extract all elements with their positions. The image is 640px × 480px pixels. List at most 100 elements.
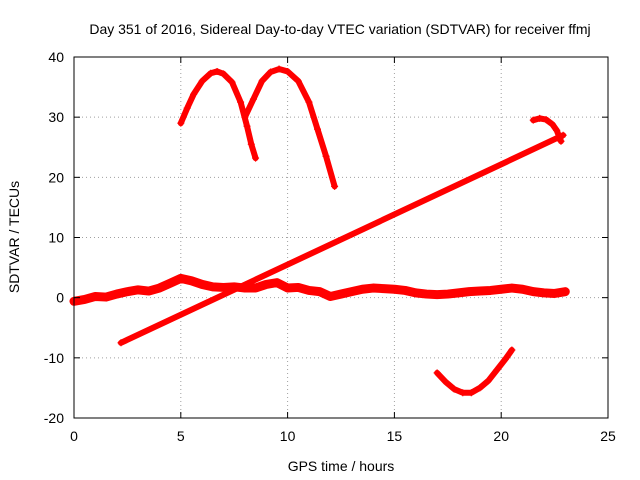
data-point: [220, 70, 228, 78]
data-point: [220, 283, 228, 291]
data-point: [548, 120, 556, 128]
y-tick-label: -10: [44, 350, 64, 366]
data-point: [117, 339, 125, 347]
data-point: [422, 290, 430, 298]
axis-ticks: 0 5 10 15 20 25 -20 -10 0 10 20 30 40: [44, 49, 616, 444]
data-point: [331, 182, 339, 190]
data-point: [501, 355, 509, 363]
data-point: [314, 125, 322, 133]
data-point: [450, 385, 458, 393]
series-arc-c: [433, 346, 516, 397]
data-point: [113, 290, 121, 298]
data-point: [305, 98, 313, 106]
data-point: [243, 122, 251, 130]
data-point: [316, 288, 324, 296]
y-tick-label: 40: [48, 49, 64, 65]
chart-title: Day 351 of 2016, Sidereal Day-to-day VTE…: [89, 21, 590, 37]
gridlines: [74, 57, 608, 418]
data-point: [284, 284, 292, 292]
data-point: [529, 116, 537, 124]
x-tick-label: 5: [177, 428, 185, 444]
data-point: [508, 284, 516, 292]
data-points: [69, 65, 570, 397]
data-point: [380, 285, 388, 293]
data-point: [326, 292, 334, 300]
data-point: [476, 287, 484, 295]
data-point: [183, 104, 191, 112]
x-axis-title: GPS time / hours: [288, 458, 395, 474]
data-point: [166, 279, 174, 287]
data-point: [433, 291, 441, 299]
series-trace: [177, 68, 259, 162]
x-tick-label: 15: [387, 428, 403, 444]
data-point: [228, 78, 236, 86]
data-point: [209, 283, 217, 291]
data-point: [542, 116, 550, 124]
y-tick-label: 20: [48, 169, 64, 185]
data-point: [262, 280, 270, 288]
data-point: [551, 289, 559, 297]
data-point: [177, 119, 185, 127]
x-tick-label: 20: [493, 428, 509, 444]
data-point: [433, 369, 441, 377]
series-trace: [117, 132, 567, 346]
data-point: [465, 288, 473, 296]
data-point: [442, 378, 450, 386]
data-point: [467, 389, 475, 397]
data-point: [273, 279, 281, 287]
series-trace: [434, 347, 515, 396]
series-isolated: [117, 131, 567, 347]
data-point: [123, 288, 131, 296]
data-point: [252, 284, 260, 292]
data-point: [252, 154, 260, 162]
data-point: [155, 284, 163, 292]
data-point: [529, 288, 537, 296]
data-point: [487, 286, 495, 294]
data-point: [553, 126, 561, 134]
series-trace: [241, 66, 338, 190]
data-point: [497, 285, 505, 293]
y-tick-label: -20: [44, 410, 64, 426]
data-point: [249, 95, 257, 103]
data-point: [390, 285, 398, 293]
y-axis-title: SDTVAR / TECUs: [6, 181, 22, 293]
data-point: [237, 98, 245, 106]
data-point: [198, 77, 206, 85]
data-point: [536, 114, 544, 122]
data-point: [294, 283, 302, 291]
x-tick-label: 25: [600, 428, 616, 444]
data-point: [444, 290, 452, 298]
series-arc-b: [241, 65, 339, 190]
data-point: [337, 290, 345, 298]
data-point: [275, 65, 283, 73]
data-point: [358, 285, 366, 293]
y-tick-label: 30: [48, 109, 64, 125]
data-point: [476, 384, 484, 392]
data-point: [540, 289, 548, 297]
series-arc-a: [177, 67, 260, 162]
data-point: [305, 286, 313, 294]
data-point: [401, 286, 409, 294]
series-arc-d: [529, 114, 565, 145]
y-tick-label: 0: [56, 290, 64, 306]
data-point: [284, 67, 292, 75]
data-point: [91, 292, 99, 300]
series-baseline: [69, 273, 570, 306]
data-point: [207, 69, 215, 77]
data-point: [459, 389, 467, 397]
data-point: [145, 287, 153, 295]
data-point: [493, 366, 501, 374]
data-point: [508, 346, 516, 354]
data-point: [484, 377, 492, 385]
data-point: [294, 77, 302, 85]
data-point: [454, 289, 462, 297]
data-point: [559, 131, 567, 139]
data-point: [348, 288, 356, 296]
data-point: [247, 140, 255, 148]
data-point: [81, 295, 89, 303]
data-point: [258, 77, 266, 85]
data-point: [190, 90, 198, 98]
data-point: [134, 286, 142, 294]
data-point: [213, 67, 221, 75]
